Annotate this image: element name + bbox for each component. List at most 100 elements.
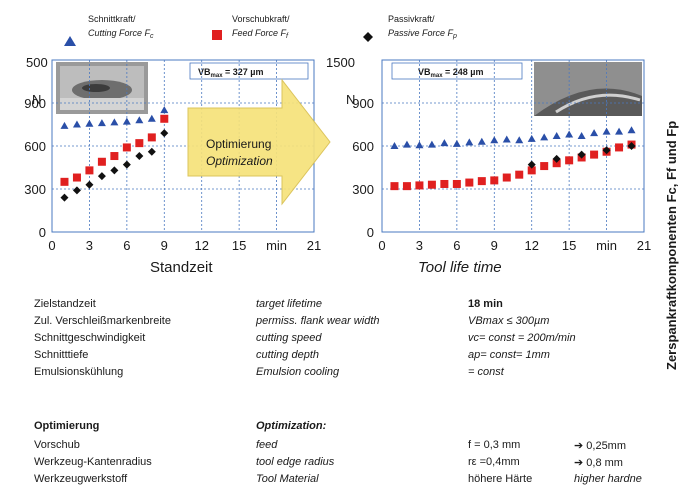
y-tick-label: 0 xyxy=(39,225,46,240)
data-point-passive xyxy=(160,129,169,138)
row-label-de: Werkzeug-Kantenradius xyxy=(34,456,152,468)
table-row: Werkzeug-Kantenradius tool edge radius rε … xyxy=(0,456,688,472)
x-tick-label: 21 xyxy=(307,238,321,253)
data-point-cutting xyxy=(60,121,69,129)
table-row: Zul. Verschleißmarkenbreite permiss. flan… xyxy=(0,315,688,331)
data-point-cutting xyxy=(160,106,169,114)
data-point-feed xyxy=(540,162,549,171)
chart-left-standzeit: 500 N VBmax = 327 µm Standzeit 900600300… xyxy=(24,55,321,276)
data-point-feed xyxy=(122,143,131,152)
data-point-feed xyxy=(60,177,69,186)
data-point-cutting xyxy=(72,120,81,128)
chart-right-vb-label: VBmax = 248 µm xyxy=(418,67,484,79)
data-point-cutting xyxy=(427,140,436,148)
row-label-de: Schnittgeschwindigkeit xyxy=(34,332,146,344)
chart-right-vb-box: VBmax = 248 µm xyxy=(391,62,523,80)
y-tick-label: 600 xyxy=(352,139,374,154)
legend-label-feed-en: Feed Force Ff xyxy=(232,28,289,40)
row-label-de: Optimierung xyxy=(34,420,100,432)
chart-left-vb-box: VBmax = 327 µm xyxy=(189,62,309,80)
row-label-de: Schnitttiefe xyxy=(34,349,89,361)
data-point-feed xyxy=(160,114,169,123)
row-value: 18 min xyxy=(468,298,503,310)
row-label-en: cutting depth xyxy=(256,349,319,361)
legend-label-cutting-de: Schnittkraft/ xyxy=(88,14,136,24)
data-point-passive xyxy=(552,154,561,163)
data-point-cutting xyxy=(477,137,486,145)
y-tick-label: 600 xyxy=(24,139,46,154)
chart-right-unit-label: N xyxy=(346,92,355,107)
row-value: ap= const= 1mm xyxy=(468,349,550,361)
data-point-cutting xyxy=(552,131,561,139)
legend: Schnittkraft/ Cutting Force Fc Vorschubk… xyxy=(64,14,457,46)
x-tick-label: 12 xyxy=(194,238,208,253)
y-tick-label: 900 xyxy=(24,96,46,111)
chart-left-tool-wear-photo xyxy=(56,62,148,114)
x-tick-label: min xyxy=(596,238,617,253)
optimization-arrow-line1: Optimierung xyxy=(206,137,271,151)
legend-label-feed-de: Vorschubkraft/ xyxy=(232,14,290,24)
data-point-cutting xyxy=(565,130,574,138)
data-point-cutting xyxy=(110,118,119,126)
svg-text:Zerspankraftkomponenten Fc, Ff: Zerspankraftkomponenten Fc, Ff und Fp xyxy=(664,121,679,370)
data-point-cutting xyxy=(147,114,156,122)
row-label-de: Emulsionskühlung xyxy=(34,366,124,378)
chart-right-x-axis-title: Tool life time xyxy=(418,259,502,276)
x-tick-label: 15 xyxy=(232,238,246,253)
legend-marker-cutting-force xyxy=(64,36,76,46)
data-point-cutting xyxy=(465,138,474,146)
data-point-cutting xyxy=(490,136,499,144)
x-tick-label: 3 xyxy=(86,238,93,253)
data-point-cutting xyxy=(452,139,461,147)
row-label-en: Optimization: xyxy=(256,420,327,432)
data-point-cutting xyxy=(97,119,106,127)
data-point-cutting xyxy=(615,127,624,135)
data-point-passive xyxy=(85,180,94,189)
data-point-feed xyxy=(590,150,599,159)
data-point-cutting xyxy=(590,129,599,137)
data-point-feed xyxy=(427,180,436,189)
data-point-cutting xyxy=(577,131,586,139)
legend-label-passive-en: Passive Force Fp xyxy=(388,28,457,40)
data-point-cutting xyxy=(415,141,424,149)
data-point-passive xyxy=(122,160,131,169)
data-point-passive xyxy=(602,146,611,155)
data-point-passive xyxy=(527,160,536,169)
data-point-passive xyxy=(147,147,156,156)
data-point-feed xyxy=(135,139,144,148)
data-point-feed xyxy=(440,179,449,188)
row-extra: ➔ 0,25mm xyxy=(574,440,627,452)
data-point-feed xyxy=(527,166,536,175)
data-point-cutting xyxy=(390,142,399,149)
row-label-en: Tool Material xyxy=(256,473,319,485)
data-point-feed xyxy=(615,143,624,152)
chart-left-y-top-label: 500 xyxy=(26,55,48,70)
data-point-passive xyxy=(110,166,119,175)
row-label-en: Emulsion cooling xyxy=(256,366,340,378)
x-tick-label: 0 xyxy=(48,238,55,253)
row-label-en: tool edge radius xyxy=(256,456,335,468)
data-point-passive xyxy=(627,142,636,150)
data-point-cutting xyxy=(502,135,511,143)
row-label-de: Zul. Verschleißmarkenbreite xyxy=(34,315,171,327)
data-point-feed xyxy=(72,173,81,182)
data-point-passive xyxy=(72,186,81,195)
data-point-feed xyxy=(477,177,486,186)
x-tick-label: 9 xyxy=(491,238,498,253)
chart-right-tool-wear-photo xyxy=(534,62,642,116)
y-tick-label: 300 xyxy=(352,182,374,197)
chart-right-y-top-label: 1500 xyxy=(326,55,355,70)
table-row: Schnitttiefe cutting depth ap= const= 1mm xyxy=(0,349,688,365)
right-axis-title-main: Zerspankraftkomponenten F xyxy=(664,194,679,370)
y-tick-label: 900 xyxy=(352,96,374,111)
table-row: Schnittgeschwindigkeit cutting speed vc= c… xyxy=(0,332,688,348)
row-label-de: Zielstandzeit xyxy=(34,298,96,310)
row-label-en: target lifetime xyxy=(256,298,323,310)
table-row: Emulsionskühlung Emulsion cooling = const xyxy=(0,366,688,382)
row-value: = const xyxy=(468,366,504,378)
data-point-feed xyxy=(502,173,511,182)
parameters-table: Zielstandzeit target lifetime 18 min Zul. V… xyxy=(0,298,688,498)
x-tick-label: min xyxy=(266,238,287,253)
row-value: vc= const = 200m/min xyxy=(468,332,576,344)
